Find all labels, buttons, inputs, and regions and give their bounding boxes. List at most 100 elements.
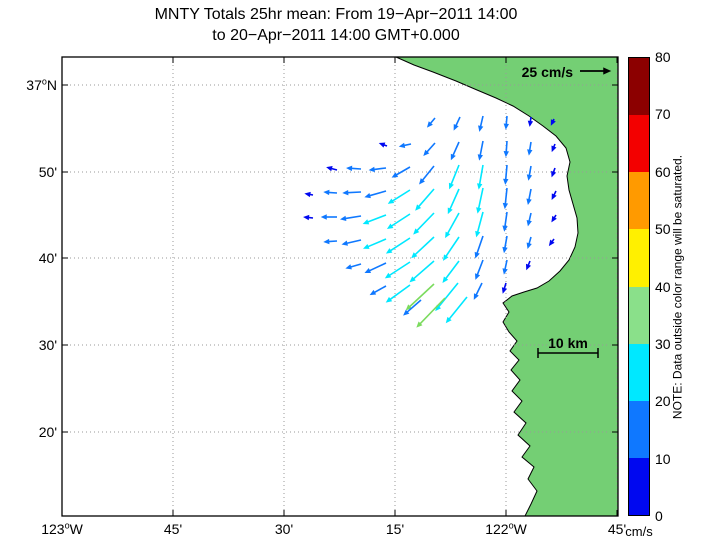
colorbar-segment (629, 172, 649, 230)
current-vector (475, 259, 484, 280)
current-vector (526, 188, 532, 205)
figure-title-line1: MNTY Totals 25hr mean: From 19−Apr−2011 … (154, 6, 518, 23)
colorbar-tick-label: 40 (655, 278, 671, 295)
current-vector (475, 211, 484, 238)
current-vector (502, 235, 508, 254)
colorbar-tick-label: 20 (655, 393, 671, 410)
current-vector (326, 166, 338, 172)
current-vector (473, 282, 483, 300)
current-vector (450, 141, 460, 161)
current-vector (442, 260, 460, 283)
current-vector (445, 212, 460, 239)
current-vector (474, 235, 484, 259)
current-vector (345, 263, 362, 270)
colorbar-segment (629, 115, 649, 173)
current-vector (551, 167, 557, 178)
current-vector (478, 115, 484, 132)
plot-border (61, 56, 619, 517)
current-vector (503, 140, 509, 158)
current-vector (346, 165, 362, 172)
current-vector (476, 187, 484, 214)
figure-title-line2: to 20−Apr−2011 14:00 GMT+0.000 (212, 27, 460, 44)
current-vector (502, 211, 508, 232)
colorbar-tick-label: 10 (655, 450, 671, 467)
current-vector (426, 117, 436, 128)
land-polygon (395, 56, 619, 517)
colorbar-tick-label: 30 (655, 335, 671, 352)
current-vector (304, 191, 314, 198)
colorbar-unit-label: cm/s (625, 524, 653, 539)
current-vector (369, 285, 387, 296)
current-vector (550, 118, 556, 126)
current-vector (445, 296, 468, 324)
current-vector (447, 188, 460, 215)
current-vector (409, 260, 435, 283)
current-vector (320, 214, 337, 220)
current-vector (340, 215, 362, 222)
current-vector (442, 236, 460, 261)
current-vector (416, 297, 446, 328)
current-vector (368, 166, 387, 173)
current-vector (411, 236, 435, 259)
current-vector (364, 262, 387, 274)
colorbar-segment (629, 457, 649, 515)
colorbar-tick-label: 80 (655, 49, 671, 65)
reference-arrow-label: 25 cm/s (521, 64, 573, 80)
colorbar-segment (629, 286, 649, 344)
current-vector (385, 237, 411, 254)
colorbar-tick-label: 70 (655, 106, 671, 123)
current-vector (323, 238, 338, 245)
colorbar-note: NOTE: Data outside color range will be s… (670, 154, 685, 420)
current-vector (378, 142, 388, 148)
current-vector (526, 165, 533, 181)
colorbar-segment (629, 229, 649, 287)
current-vector (548, 238, 555, 247)
current-vector (385, 284, 411, 303)
current-vector (405, 283, 435, 311)
current-vector (364, 190, 387, 199)
current-vector (502, 259, 508, 275)
current-vector (323, 189, 338, 196)
current-vector (551, 190, 557, 200)
current-vector (525, 260, 532, 271)
colorbar (628, 57, 650, 516)
current-vector (303, 214, 314, 221)
current-vector (423, 142, 436, 157)
current-vector (526, 236, 532, 250)
current-vector (362, 214, 387, 225)
current-vector (403, 299, 422, 316)
current-vector (413, 212, 435, 235)
current-vector (398, 142, 412, 148)
current-vector (453, 116, 461, 131)
current-vector (362, 238, 387, 249)
current-vector (527, 116, 534, 127)
reference-arrow (580, 67, 612, 75)
scale-bar (537, 348, 599, 358)
current-vector (527, 141, 533, 156)
current-vector (448, 164, 460, 190)
current-vector (341, 239, 362, 246)
colorbar-segment (629, 58, 649, 116)
colorbar-tick-label: 0 (655, 508, 663, 524)
current-vector (477, 164, 484, 190)
current-vector (503, 164, 509, 185)
colorbar-tick-label: 60 (655, 163, 671, 180)
current-vector (387, 189, 411, 204)
current-vector (419, 165, 435, 185)
current-vector (415, 188, 435, 211)
current-vector (551, 214, 557, 223)
scale-bar-label: 10 km (548, 335, 588, 351)
current-vector (501, 282, 508, 294)
current-vector (503, 115, 510, 130)
current-vector (386, 213, 411, 229)
current-vector (342, 189, 362, 196)
current-vector (435, 282, 459, 312)
current-vector (551, 143, 557, 153)
colorbar-tick-label: 50 (655, 221, 671, 238)
current-vector (526, 212, 532, 227)
current-vector (477, 140, 484, 161)
colorbar-segment (629, 343, 649, 401)
current-vector (391, 166, 411, 178)
